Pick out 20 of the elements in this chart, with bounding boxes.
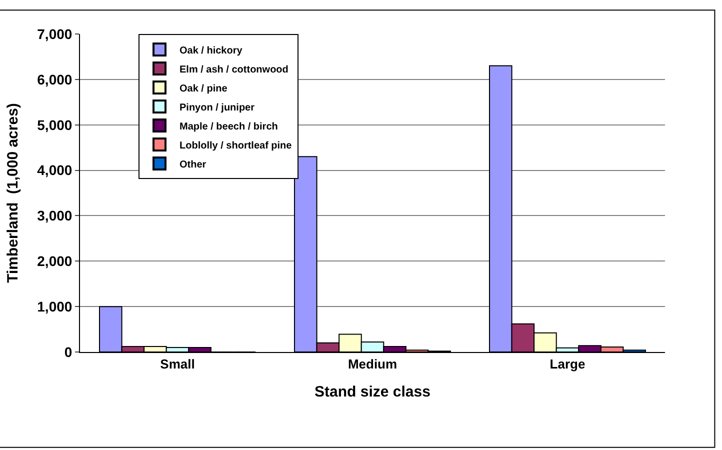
y-tick-label: 6,000 [37,71,72,88]
y-tick-label: 5,000 [37,116,72,133]
y-axis-title: Timberland (1,000 acres) [4,103,22,283]
y-tick-label: 1,000 [37,298,72,314]
legend-label: Elm / ash / cottonwood [180,64,288,76]
y-tick-label: 0 [64,344,72,360]
legend-label: Loblolly / shortleaf pine [180,140,292,152]
legend-label: Other [180,159,206,170]
y-tick-label: 3,000 [37,208,72,224]
y-tick-label: 2,000 [37,253,72,270]
y-tick-label: 4,000 [37,162,72,178]
legend-label: Oak / pine [180,83,228,94]
x-tick-label: Large [550,356,586,372]
x-tick-label: Medium [348,356,398,372]
y-tick-label: 7,000 [37,26,72,42]
x-axis-title: Stand size class [314,384,430,401]
legend-label: Oak / hickory [180,45,243,56]
legend-label: Pinyon / juniper [180,102,255,114]
x-tick-label: Small [160,356,195,372]
legend-label: Maple / beech / birch [180,121,278,132]
